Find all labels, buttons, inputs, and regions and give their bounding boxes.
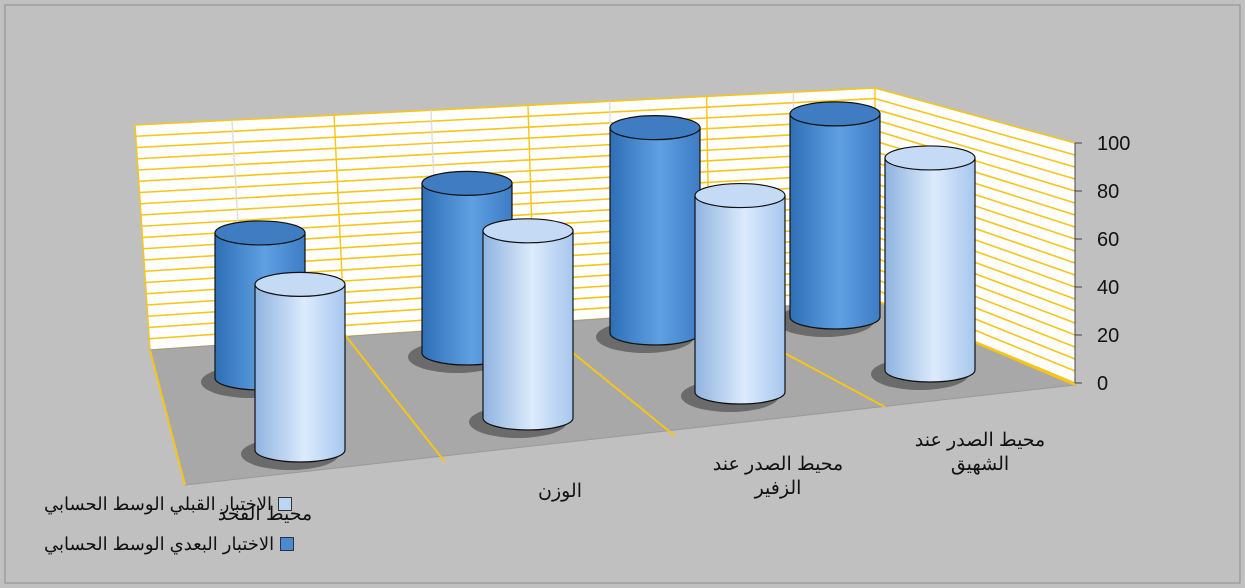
y-tick-label: 0	[1097, 373, 1108, 395]
bar-pre-0	[241, 271, 346, 470]
y-tick-label: 80	[1097, 181, 1119, 203]
legend-item-pre: الاختبار القبلي الوسط الحسابي	[44, 490, 374, 518]
y-tick-label: 60	[1097, 229, 1119, 251]
y-axis: 0 20 40 60 80 100	[1074, 133, 1130, 395]
category-label-1: الوزن	[538, 481, 582, 502]
category-label-3: محيط الصدر عند الشهيق	[915, 430, 1046, 475]
bar-pre-2-body	[694, 194, 786, 405]
y-tick-label: 100	[1097, 133, 1130, 155]
y-tick-label: 20	[1097, 325, 1119, 347]
y-tick-label: 40	[1097, 277, 1119, 299]
legend-label-pre: الاختبار القبلي الوسط الحسابي	[44, 493, 273, 514]
bar-pre-3	[871, 145, 976, 390]
bar-post-3-body	[789, 113, 881, 330]
bar-pre-3-top	[884, 145, 976, 171]
bar-pre-0-body	[254, 283, 346, 463]
bar-pre-1-body	[482, 230, 574, 431]
legend-swatch-pre	[278, 497, 293, 511]
bar-pre-2-top	[694, 182, 786, 209]
legend-label-post: الاختبار البعدي الوسط الحسابي	[44, 533, 275, 554]
bar-pre-3-body	[884, 157, 976, 383]
bar-pre-2	[681, 182, 786, 412]
bar-pre-1	[469, 218, 574, 438]
bar-post-3	[776, 101, 881, 337]
bar-post-0-top	[214, 220, 306, 246]
bar-post-2-body	[609, 127, 701, 346]
legend-item-post: الاختبار البعدي الوسط الحسابي	[44, 530, 374, 558]
category-label-2: محيط الصدر عند الزفير	[713, 454, 844, 499]
floor-divider-1	[344, 334, 446, 463]
bar-post-3-top	[789, 101, 881, 127]
bar-post-1-top	[421, 170, 513, 196]
bar-post-2	[596, 115, 701, 353]
floor-divider-0	[149, 349, 186, 486]
bar-post-2-top	[609, 115, 701, 141]
chart-border	[4, 4, 1241, 584]
legend-swatch-post	[280, 537, 295, 551]
bar-pre-0-top	[254, 271, 346, 297]
legend: الاختبار القبلي الوسط الحسابي الاختبار ا…	[44, 490, 374, 570]
bar-pre-1-top	[482, 218, 574, 244]
